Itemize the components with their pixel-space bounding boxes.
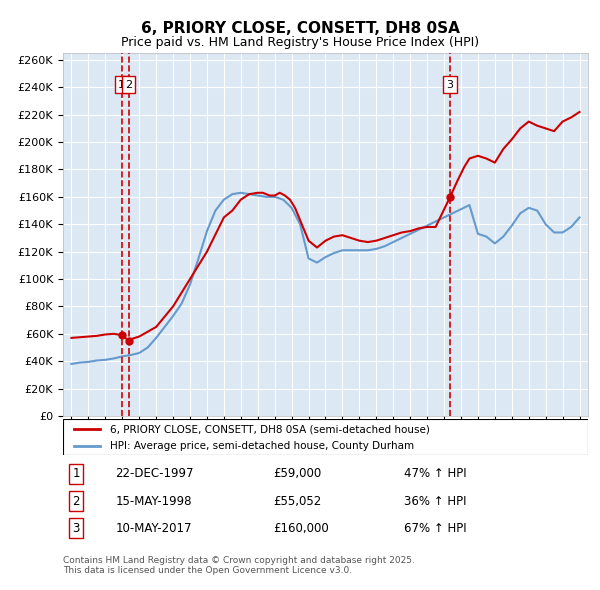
Text: 2: 2 [73, 494, 80, 507]
Text: 2: 2 [125, 80, 132, 90]
Text: £55,052: £55,052 [273, 494, 321, 507]
Text: 1: 1 [73, 467, 80, 480]
Text: 6, PRIORY CLOSE, CONSETT, DH8 0SA: 6, PRIORY CLOSE, CONSETT, DH8 0SA [140, 21, 460, 36]
Text: 47% ↑ HPI: 47% ↑ HPI [404, 467, 467, 480]
Text: £160,000: £160,000 [273, 522, 329, 535]
Text: Price paid vs. HM Land Registry's House Price Index (HPI): Price paid vs. HM Land Registry's House … [121, 36, 479, 49]
Text: 1: 1 [118, 80, 125, 90]
Text: 67% ↑ HPI: 67% ↑ HPI [404, 522, 467, 535]
Text: 3: 3 [73, 522, 80, 535]
Text: £59,000: £59,000 [273, 467, 321, 480]
FancyBboxPatch shape [63, 419, 588, 455]
Text: 22-DEC-1997: 22-DEC-1997 [115, 467, 194, 480]
Text: 36% ↑ HPI: 36% ↑ HPI [404, 494, 467, 507]
Text: 6, PRIORY CLOSE, CONSETT, DH8 0SA (semi-detached house): 6, PRIORY CLOSE, CONSETT, DH8 0SA (semi-… [110, 424, 430, 434]
Text: 10-MAY-2017: 10-MAY-2017 [115, 522, 192, 535]
Text: 3: 3 [446, 80, 454, 90]
Text: Contains HM Land Registry data © Crown copyright and database right 2025.
This d: Contains HM Land Registry data © Crown c… [63, 556, 415, 575]
Text: HPI: Average price, semi-detached house, County Durham: HPI: Average price, semi-detached house,… [110, 441, 415, 451]
Text: 15-MAY-1998: 15-MAY-1998 [115, 494, 192, 507]
